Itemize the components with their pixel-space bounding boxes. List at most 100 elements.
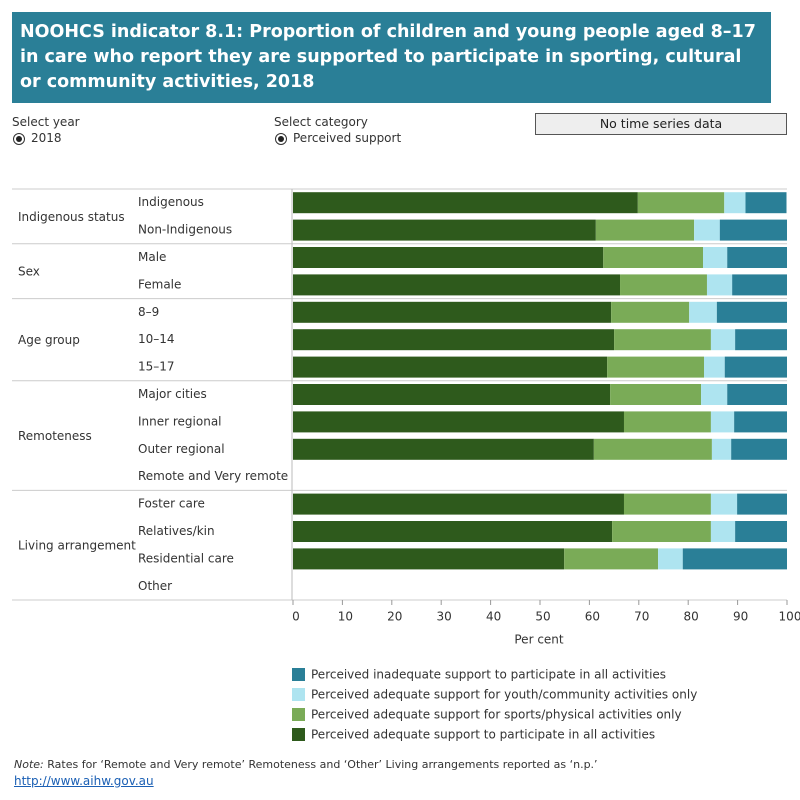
x-tick-label: 60 bbox=[585, 610, 600, 624]
bar-segment bbox=[293, 219, 596, 241]
bar-segment bbox=[658, 548, 683, 570]
bar-segment bbox=[611, 301, 690, 323]
bar-segment bbox=[710, 521, 736, 542]
bar-segment bbox=[701, 384, 728, 405]
note-text: Rates for ‘Remote and Very remote’ Remot… bbox=[47, 758, 598, 771]
category-label: 8–9 bbox=[138, 305, 159, 319]
header-title: NOOHCS indicator 8.1: Proportion of chil… bbox=[12, 12, 771, 103]
category-radio[interactable] bbox=[275, 133, 287, 145]
category-value[interactable]: Perceived support bbox=[293, 131, 402, 145]
bar-segment bbox=[610, 384, 702, 405]
group-label: Indigenous status bbox=[18, 210, 125, 224]
x-tick-label: 20 bbox=[387, 610, 402, 624]
group-label: Sex bbox=[18, 265, 40, 279]
x-tick-label: 0 bbox=[292, 610, 300, 624]
bar-segment bbox=[694, 219, 720, 241]
bar-segment bbox=[735, 329, 787, 351]
legend-swatch bbox=[292, 708, 305, 721]
category-label: Remote and Very remote bbox=[138, 469, 288, 483]
bar-segment bbox=[293, 192, 638, 214]
bar-segment bbox=[735, 521, 787, 542]
bar-segment bbox=[293, 329, 615, 351]
x-tick-label: 40 bbox=[486, 610, 501, 624]
bar-segment bbox=[727, 247, 787, 268]
bar-segment bbox=[682, 548, 787, 570]
x-tick-label: 100 bbox=[779, 610, 800, 624]
bar-segment bbox=[710, 493, 738, 515]
legend-swatch bbox=[292, 668, 305, 681]
x-tick-label: 80 bbox=[684, 610, 699, 624]
bar-segment bbox=[737, 493, 787, 515]
bar-segment bbox=[293, 384, 611, 405]
x-axis-label: Per cent bbox=[514, 633, 564, 647]
category-label: 10–14 bbox=[138, 332, 175, 346]
bar-segment bbox=[711, 438, 732, 460]
group-label: Age group bbox=[18, 333, 80, 347]
category-label: Female bbox=[138, 277, 181, 291]
bar-segment bbox=[719, 219, 787, 241]
time-series-box: No time series data bbox=[535, 113, 787, 135]
bar-segment bbox=[595, 219, 695, 241]
bar-segment bbox=[710, 329, 736, 351]
bar-segment bbox=[704, 356, 725, 378]
bar-segment bbox=[734, 411, 787, 433]
bar-segment bbox=[706, 274, 733, 296]
bar-segment bbox=[293, 548, 565, 570]
bar-segment bbox=[293, 521, 613, 542]
bar-segment bbox=[623, 411, 711, 433]
bar-segment bbox=[293, 438, 594, 460]
footer: Note: Rates for ‘Remote and Very remote’… bbox=[14, 757, 598, 790]
bar-segment bbox=[724, 356, 787, 378]
bar-segment bbox=[620, 274, 707, 296]
category-label: Major cities bbox=[138, 387, 207, 401]
legend-label: Perceived adequate support for sports/ph… bbox=[311, 708, 682, 722]
note-label: Note: bbox=[14, 758, 44, 771]
legend-label: Perceived adequate support to participat… bbox=[311, 728, 655, 742]
category-label: Male bbox=[138, 250, 166, 264]
bar-segment bbox=[593, 438, 712, 460]
year-radio[interactable] bbox=[13, 133, 25, 145]
bar-segment bbox=[603, 247, 704, 268]
year-value[interactable]: 2018 bbox=[31, 131, 62, 145]
category-label: Outer regional bbox=[138, 442, 225, 456]
group-label: Living arrangement bbox=[18, 539, 136, 553]
legend-swatch bbox=[292, 728, 305, 741]
x-tick-label: 90 bbox=[733, 610, 748, 624]
bar-segment bbox=[293, 301, 612, 323]
x-tick-label: 30 bbox=[437, 610, 452, 624]
category-label: Select category bbox=[274, 115, 368, 129]
bar-segment bbox=[612, 521, 711, 542]
bar-segment bbox=[732, 274, 787, 296]
legend-swatch bbox=[292, 688, 305, 701]
bar-segment bbox=[293, 493, 624, 515]
category-label: Foster care bbox=[138, 497, 205, 511]
category-label: Relatives/kin bbox=[138, 524, 215, 538]
x-tick-label: 10 bbox=[338, 610, 353, 624]
group-label: Remoteness bbox=[18, 429, 92, 443]
bar-segment bbox=[293, 274, 621, 296]
bar-segment bbox=[623, 493, 711, 515]
x-tick-label: 70 bbox=[634, 610, 649, 624]
bar-segment bbox=[731, 438, 787, 460]
bar-segment bbox=[614, 329, 711, 351]
bar-segment bbox=[564, 548, 659, 570]
legend-label: Perceived adequate support for youth/com… bbox=[311, 688, 697, 702]
bar-segment bbox=[724, 192, 746, 214]
category-label: Inner regional bbox=[138, 414, 222, 428]
bar-segment bbox=[727, 384, 787, 405]
bar-segment bbox=[293, 411, 624, 433]
url[interactable]: http://www.aihw.gov.au bbox=[14, 774, 154, 788]
legend-label: Perceived inadequate support to particip… bbox=[311, 668, 666, 682]
bar-segment bbox=[293, 356, 608, 378]
bar-segment bbox=[716, 301, 787, 323]
category-label: Residential care bbox=[138, 551, 234, 565]
category-label: Non-Indigenous bbox=[138, 223, 232, 237]
bar-segment bbox=[703, 247, 728, 268]
year-label: Select year bbox=[12, 115, 80, 129]
bar-segment bbox=[745, 192, 787, 214]
bar-segment bbox=[607, 356, 705, 378]
category-label: Indigenous bbox=[138, 195, 204, 209]
bar-segment bbox=[689, 301, 717, 323]
